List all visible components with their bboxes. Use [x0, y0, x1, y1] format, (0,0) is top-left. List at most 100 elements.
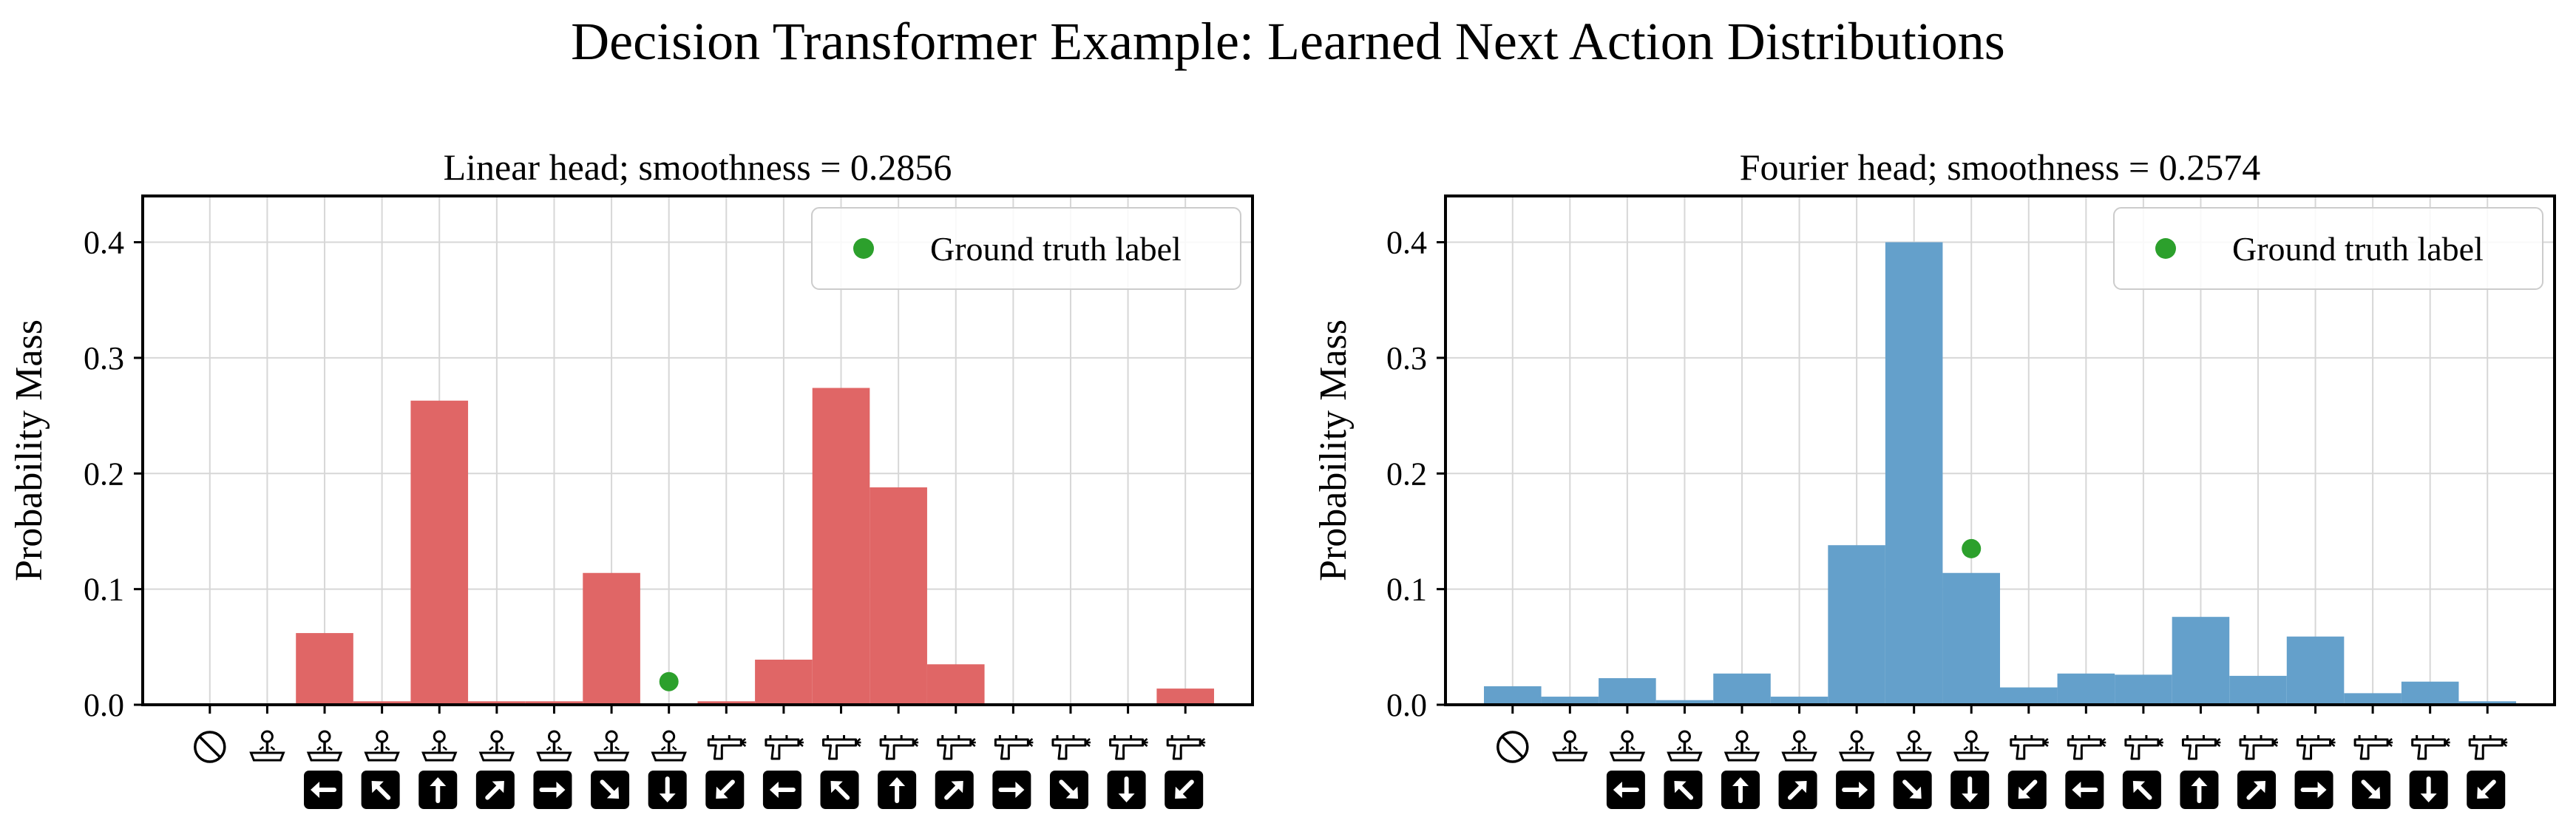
y-tick-label: 0.2 [1386, 456, 1427, 492]
fire-gun-icon [994, 735, 1034, 760]
arrow-down-icon [1950, 771, 1990, 809]
arrow-up-right-icon [2237, 771, 2276, 809]
bar [583, 572, 640, 705]
arrow-right-icon [2294, 771, 2333, 809]
bar [2115, 674, 2172, 705]
arrow-up-right-icon [475, 771, 515, 809]
legend-label: Ground truth label [2232, 230, 2484, 268]
bar [1655, 700, 1714, 705]
y-tick-label: 0.0 [1386, 687, 1427, 723]
y-axis-label: Probability Mass [1312, 319, 1355, 581]
fire-gun-icon [2353, 735, 2393, 760]
fire-gun-icon [2067, 735, 2106, 760]
joystick-icon [593, 730, 630, 762]
y-tick-label: 0.4 [1386, 225, 1427, 261]
ground-truth-point [659, 671, 679, 691]
bar [1541, 697, 1599, 705]
arrow-up-left-icon [361, 771, 400, 809]
arrow-up-right-icon [1778, 771, 1817, 809]
fire-gun-icon [1051, 735, 1091, 760]
bar [1484, 686, 1542, 705]
figure-title: Decision Transformer Example: Learned Ne… [571, 12, 2005, 71]
arrow-up-left-icon [1664, 771, 1703, 809]
joystick-icon [1609, 730, 1646, 762]
noop-icon [1497, 731, 1529, 763]
joystick-icon [536, 730, 572, 762]
joystick-icon [306, 730, 343, 762]
fire-gun-icon [707, 735, 747, 760]
panel-title: Fourier head; smoothness = 0.2574 [1740, 146, 2261, 188]
joystick-icon [478, 730, 515, 762]
bar [296, 633, 353, 705]
bar [1156, 688, 1214, 705]
legend-label: Ground truth label [930, 230, 1182, 268]
fire-gun-icon [2468, 735, 2508, 760]
fire-gun-icon [2297, 735, 2336, 760]
arrow-down-icon [1107, 771, 1146, 809]
arrow-up-right-icon [935, 771, 974, 809]
joystick-icon [1723, 730, 1760, 762]
noop-icon [194, 731, 226, 763]
arrow-up-icon [2180, 771, 2219, 809]
y-tick-label: 0.1 [1386, 572, 1427, 608]
joystick-icon [421, 730, 458, 762]
fire-gun-icon [2239, 735, 2278, 760]
y-tick-label: 0.1 [84, 572, 124, 608]
y-tick-label: 0.3 [84, 340, 124, 376]
panel-title: Linear head; smoothness = 0.2856 [444, 146, 952, 188]
y-tick-label: 0.3 [1386, 340, 1427, 376]
fire-gun-icon [1166, 735, 1206, 760]
fire-gun-icon [765, 735, 804, 760]
bar [1828, 545, 1885, 705]
fire-gun-icon [2181, 735, 2221, 760]
arrow-down-right-icon [591, 771, 630, 809]
bar [812, 388, 870, 705]
arrow-down-left-icon [705, 771, 745, 809]
arrow-left-icon [304, 771, 343, 809]
fire-gun-icon [1109, 735, 1148, 760]
fire-gun-icon [879, 735, 919, 760]
bar [1885, 242, 1943, 706]
arrow-up-icon [1721, 771, 1760, 809]
bar [697, 701, 756, 705]
arrow-up-left-icon [820, 771, 859, 809]
fourier-head-panel: Fourier head; smoothness = 0.2574 0.0 0.1 0… [1312, 146, 2556, 809]
arrow-down-right-icon [1049, 771, 1088, 809]
bar [410, 400, 469, 705]
bar [1713, 673, 1771, 705]
bar [2458, 701, 2516, 705]
joystick-icon [1838, 730, 1875, 762]
linear-head-panel: Linear head; smoothness = 0.2856 0.0 0.1 0.… [8, 146, 1254, 809]
y-tick-label: 0.4 [84, 225, 124, 261]
legend: Ground truth label [811, 207, 1241, 290]
fire-gun-icon [2411, 735, 2450, 760]
joystick-icon [1953, 730, 1990, 762]
joystick-icon [1667, 730, 1703, 762]
bar [870, 487, 927, 705]
arrow-down-left-icon [2007, 771, 2047, 809]
arrow-down-right-icon [2352, 771, 2391, 809]
y-tick-label: 0.2 [84, 456, 124, 492]
joystick-icon [651, 730, 687, 762]
bar [926, 664, 985, 705]
fire-gun-icon [2010, 735, 2049, 760]
bar [2057, 673, 2115, 705]
bar [755, 660, 813, 705]
fire-gun-icon [2124, 735, 2163, 760]
y-axis-label: Probability Mass [8, 319, 50, 581]
arrow-up-icon [418, 771, 458, 809]
bar [525, 701, 583, 705]
arrow-up-icon [878, 771, 917, 809]
bar [1770, 697, 1828, 705]
bar [2000, 687, 2058, 705]
y-tick-label: 0.0 [84, 687, 124, 723]
fire-gun-icon [822, 735, 861, 760]
bar [1942, 572, 2000, 705]
legend-marker [853, 238, 874, 259]
ground-truth-point [1962, 538, 1982, 558]
arrow-down-icon [2409, 771, 2448, 809]
joystick-icon [1781, 730, 1817, 762]
plot-frame [1444, 194, 2556, 706]
arrow-down-left-icon [1165, 771, 1204, 809]
